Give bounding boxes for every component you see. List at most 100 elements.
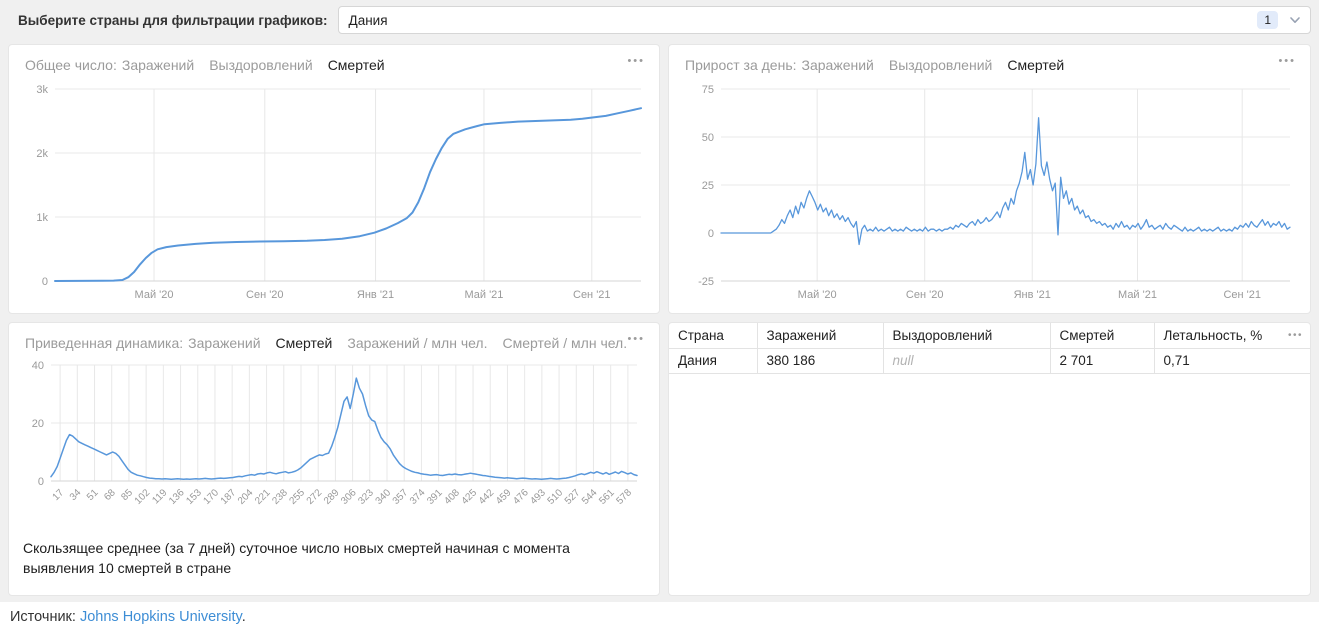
panel-total-header: Общее число: Заражений Выздоровлений Смерте…	[9, 45, 659, 75]
panel-normalized-chart: Приведенная динамика: Заражений Смертей Зар…	[8, 322, 660, 596]
tab-daily-recovered[interactable]: Выздоровлений	[888, 57, 993, 73]
total-deaths-chart[interactable]: 0 1k 2k 3k Май '20 Сен '20 Янв '21 Май '21 Сен '…	[21, 79, 649, 307]
svg-text:561: 561	[597, 487, 617, 507]
svg-text:272: 272	[305, 487, 325, 507]
svg-text:408: 408	[442, 487, 462, 507]
svg-text:357: 357	[391, 487, 411, 507]
panel-normalized-title: Приведенная динамика:	[25, 335, 184, 351]
svg-text:Сен '20: Сен '20	[906, 289, 944, 301]
chevron-down-icon[interactable]	[1288, 13, 1302, 27]
svg-text:Май '21: Май '21	[1118, 289, 1157, 301]
svg-text:238: 238	[270, 487, 290, 507]
svg-text:442: 442	[477, 487, 497, 507]
daily-deaths-chart[interactable]: -25 0 25 50 75 Май '20 Сен '20 Янв '21 Май '21 Се…	[681, 79, 1300, 307]
country-select-value: Дания	[348, 12, 388, 28]
tab-normalized-infected-per-mln[interactable]: Заражений / млн чел.	[347, 335, 488, 351]
svg-text:136: 136	[167, 487, 187, 507]
svg-text:17: 17	[51, 487, 67, 503]
col-header-infected: Заражений	[756, 323, 884, 349]
svg-text:25: 25	[702, 180, 714, 192]
filter-label: Выберите страны для фильтрации графиков:	[18, 12, 328, 28]
col-header-lethality: Летальность, % •••	[1153, 323, 1310, 349]
svg-text:476: 476	[511, 487, 531, 507]
table-row: Дания 380 186 null 2 701 0,71	[669, 347, 1310, 374]
source-link[interactable]: Johns Hopkins University	[79, 609, 242, 625]
svg-text:0: 0	[42, 276, 48, 288]
svg-text:510: 510	[546, 487, 566, 507]
svg-text:153: 153	[184, 487, 204, 507]
ellipsis-menu-icon[interactable]: •••	[1278, 55, 1296, 67]
ellipsis-menu-icon[interactable]: •••	[1287, 329, 1303, 341]
svg-text:527: 527	[563, 487, 583, 507]
col-header-recovered: Выздоровлений	[882, 323, 1051, 349]
panel-summary-table: Страна Заражений Выздоровлений Смертей Л…	[668, 322, 1311, 596]
svg-text:50: 50	[702, 132, 714, 144]
svg-text:-25: -25	[698, 276, 714, 288]
panels-grid: Общее число: Заражений Выздоровлений Смерте…	[8, 44, 1311, 596]
ellipsis-menu-icon[interactable]: •••	[627, 333, 645, 345]
svg-text:221: 221	[253, 487, 273, 507]
svg-text:578: 578	[614, 487, 634, 507]
svg-text:391: 391	[425, 487, 445, 507]
svg-text:102: 102	[133, 487, 153, 507]
svg-text:Янв '21: Янв '21	[357, 289, 394, 301]
ellipsis-menu-icon[interactable]: •••	[627, 55, 645, 67]
svg-text:68: 68	[102, 487, 118, 503]
svg-text:40: 40	[32, 360, 44, 372]
panel-daily-title: Прирост за день:	[685, 57, 797, 73]
svg-text:493: 493	[528, 487, 548, 507]
normalized-chart-box: 0 20 40 17 34 51 68 85 102 119 136 153 170 187 204 221 2…	[9, 353, 659, 532]
svg-text:459: 459	[494, 487, 514, 507]
col-header-deaths: Смертей	[1049, 323, 1155, 349]
panel-total-title: Общее число:	[25, 57, 117, 73]
svg-text:170: 170	[202, 487, 222, 507]
cell-recovered: null	[882, 347, 1051, 374]
tab-total-infected[interactable]: Заражений	[121, 57, 195, 73]
dashboard-body: Выберите страны для фильтрации графиков:…	[0, 0, 1319, 602]
svg-text:204: 204	[236, 487, 256, 507]
svg-text:187: 187	[219, 487, 239, 507]
svg-text:34: 34	[68, 487, 84, 503]
panel-daily-header: Прирост за день: Заражений Выздоровлений См…	[669, 45, 1310, 75]
svg-text:306: 306	[339, 487, 359, 507]
normalized-chart-caption: Скользящее среднее (за 7 дней) суточное …	[23, 540, 570, 577]
svg-text:Янв '21: Янв '21	[1014, 289, 1051, 301]
tab-total-recovered[interactable]: Выздоровлений	[209, 57, 313, 73]
panel-normalized-header: Приведенная динамика: Заражений Смертей Зар…	[9, 323, 659, 353]
svg-text:Май '21: Май '21	[464, 289, 503, 301]
country-select[interactable]: Дания 1	[337, 6, 1311, 34]
tab-daily-deaths[interactable]: Смертей	[1007, 57, 1065, 73]
source-footer: Источник: Johns Hopkins University.	[0, 602, 1319, 627]
tab-normalized-infected[interactable]: Заражений	[188, 335, 261, 351]
svg-text:75: 75	[702, 84, 714, 96]
svg-text:1k: 1k	[36, 212, 48, 224]
svg-text:2k: 2k	[36, 148, 48, 160]
cell-lethality: 0,71	[1153, 347, 1310, 374]
tab-total-deaths[interactable]: Смертей	[327, 57, 385, 73]
svg-text:Май '20: Май '20	[798, 289, 837, 301]
svg-text:51: 51	[85, 487, 101, 503]
svg-text:Сен '21: Сен '21	[573, 289, 611, 301]
svg-text:Сен '21: Сен '21	[1223, 289, 1261, 301]
svg-text:119: 119	[150, 487, 169, 506]
source-period: .	[241, 609, 246, 625]
svg-text:0: 0	[708, 228, 714, 240]
total-chart-box: 0 1k 2k 3k Май '20 Сен '20 Янв '21 Май '21 Сен '…	[9, 75, 659, 312]
col-header-country: Страна	[669, 323, 758, 349]
tab-normalized-deaths-per-mln[interactable]: Смертей / млн чел.	[502, 335, 628, 351]
svg-text:425: 425	[460, 487, 480, 507]
tab-daily-infected[interactable]: Заражений	[801, 57, 874, 73]
col-header-lethality-label: Летальность, %	[1163, 327, 1263, 343]
filter-bar: Выберите страны для фильтрации графиков:…	[8, 5, 1311, 35]
table-header-row: Страна Заражений Выздоровлений Смертей Л…	[669, 323, 1310, 349]
svg-text:Сен '20: Сен '20	[246, 289, 284, 301]
svg-text:255: 255	[288, 487, 308, 507]
tab-normalized-deaths[interactable]: Смертей	[275, 335, 333, 351]
svg-text:340: 340	[374, 487, 394, 507]
cell-country: Дания	[669, 347, 758, 374]
panel-daily-chart: Прирост за день: Заражений Выздоровлений См…	[668, 44, 1311, 314]
panel-total-chart: Общее число: Заражений Выздоровлений Смерте…	[8, 44, 660, 314]
source-label: Источник:	[10, 609, 76, 625]
